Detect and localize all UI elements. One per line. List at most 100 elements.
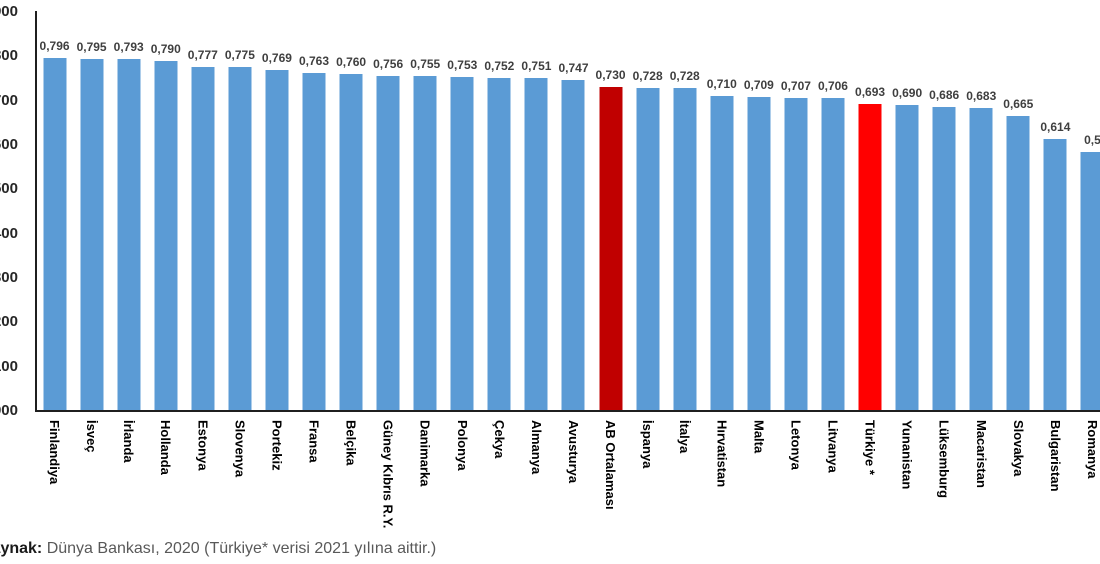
value-label: 0,614 [1040, 119, 1071, 134]
category-label: Malta [751, 420, 767, 454]
bar-country [302, 72, 326, 411]
bar-slot: 0,5 [1074, 12, 1100, 411]
value-label: 0,756 [373, 56, 404, 71]
bar-country [969, 108, 993, 411]
category-label: Hırvatistan [714, 420, 730, 488]
value-label: 0,760 [336, 55, 367, 70]
x-axis-line [35, 410, 1100, 412]
category-axis-labels: Finlandiya İsveç İrlanda Hollanda Estonya Slo… [36, 420, 1100, 564]
category-cell: Fransa [295, 420, 332, 463]
category-label: Macaristan [973, 420, 989, 488]
category-cell: Slovenya [221, 420, 258, 477]
bar-slot: 0,760 [333, 12, 370, 411]
bar-slot: 0,690 [889, 12, 926, 411]
category-cell: İtalya [666, 420, 703, 453]
y-axis-tick-label: 0,500 [0, 180, 18, 198]
value-label: 0,752 [484, 58, 515, 73]
category-label: Yunanistan [899, 420, 915, 490]
y-axis-tick-label: 0,200 [0, 313, 18, 331]
value-label: 0,683 [966, 89, 997, 104]
category-cell: Estonya [184, 420, 221, 471]
category-cell: İrlanda [110, 420, 147, 463]
bar-country [673, 88, 697, 411]
category-cell: Letonya [777, 420, 814, 470]
bar-slot: 0,730 [592, 12, 629, 411]
category-label: Güney Kıbrıs R.Y. [380, 420, 396, 529]
category-cell: Finlandiya [36, 420, 73, 484]
bar-slot: 0,777 [184, 12, 221, 411]
y-axis-tick-label: 0,300 [0, 269, 18, 286]
bar-country [265, 70, 289, 411]
bar-country [487, 77, 511, 411]
category-cell: Litvanya [814, 420, 851, 473]
category-cell: Yunanistan [889, 420, 926, 489]
bar-country [1043, 138, 1067, 411]
bar-country [80, 58, 104, 411]
bar-slot: 0,707 [777, 12, 814, 411]
category-label: Belçika [343, 420, 359, 466]
bar-country [413, 76, 437, 411]
category-label: Hollanda [158, 420, 174, 475]
bar-country [636, 88, 660, 411]
category-cell: Bulgaristan [1037, 420, 1074, 492]
bar-slot: 0,775 [221, 12, 258, 411]
category-cell: Danimarka [407, 420, 444, 486]
value-label: 0,769 [261, 51, 292, 66]
category-label: Danimarka [417, 420, 433, 487]
bar-turkiye [858, 103, 882, 411]
bar-slot: 0,793 [110, 12, 147, 411]
bar-slot: 0,686 [926, 12, 963, 411]
value-label: 0,686 [929, 87, 960, 102]
category-cell: Lüksemburg [926, 420, 963, 498]
bar-country [747, 96, 771, 411]
value-label: 0,796 [39, 39, 70, 54]
value-label: 0,5 [1084, 132, 1100, 147]
category-cell: AB Ortalaması [592, 420, 629, 510]
bar-country [784, 97, 808, 411]
bar-ab-ortalamasi [599, 87, 623, 411]
bar-slot: 0,747 [555, 12, 592, 411]
value-label: 0,763 [298, 53, 330, 68]
value-label: 0,790 [150, 41, 181, 56]
category-cell: Polonya [444, 420, 481, 471]
value-label: 0,730 [595, 68, 626, 83]
category-label: Almanya [528, 420, 544, 475]
bar-country [228, 67, 252, 411]
category-label: İrlanda [121, 420, 137, 463]
category-label: Çekya [491, 420, 507, 459]
bar-slot: 0,665 [1000, 12, 1037, 411]
category-cell: Türkiye * [852, 420, 889, 475]
category-label: İsveç [84, 420, 100, 453]
bar-slot: 0,728 [666, 12, 703, 411]
value-label: 0,753 [447, 58, 478, 73]
category-cell: Slovakya [1000, 420, 1037, 476]
category-label: Bulgaristan [1047, 420, 1063, 492]
category-label: Fransa [306, 420, 322, 463]
value-label: 0,728 [632, 69, 663, 84]
value-label: 0,777 [187, 47, 218, 62]
category-cell: Çekya [481, 420, 518, 458]
y-axis-tick-label: 0,000 [0, 402, 18, 419]
category-label: AB Ortalaması [603, 420, 619, 510]
category-label: Avusturya [565, 420, 581, 484]
bar-slot: 0,752 [481, 12, 518, 411]
value-label: 0,710 [706, 77, 737, 92]
bar-country [43, 58, 67, 411]
bar-slot: 0,790 [147, 12, 184, 411]
source-note-label: Kaynak: [0, 540, 43, 557]
value-label: 0,665 [1003, 97, 1034, 112]
category-cell: Almanya [518, 420, 555, 474]
y-axis-tick-label: 0,900 [0, 3, 18, 20]
bar-slot: 0,763 [295, 12, 332, 411]
y-axis-tick-label: 0,800 [0, 47, 18, 65]
category-cell: Romanya [1074, 420, 1100, 479]
bar-slot: 0,795 [73, 12, 110, 411]
bar-slot: 0,614 [1037, 12, 1074, 411]
category-cell: Portekiz [258, 420, 295, 471]
category-cell: Malta [740, 420, 777, 453]
category-cell: Macaristan [963, 420, 1000, 488]
y-axis-tick-label: 0,700 [0, 91, 18, 109]
category-label: Slovenya [232, 420, 248, 478]
category-label: Estonya [195, 420, 211, 471]
